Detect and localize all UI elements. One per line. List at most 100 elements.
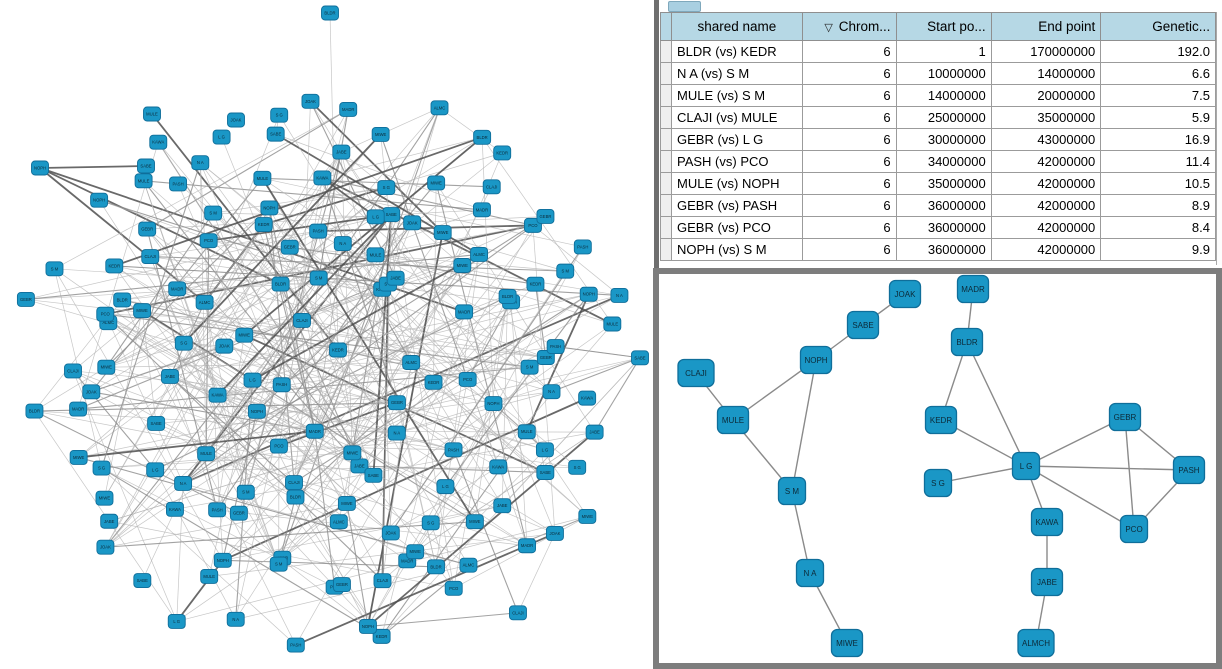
cell[interactable]: 1 (895, 40, 992, 63)
column-header-end-point[interactable]: End point (990, 12, 1102, 41)
network-node[interactable]: MIWE (578, 509, 597, 524)
network-node[interactable]: GEBR (388, 395, 406, 411)
network-node[interactable]: MIWE (69, 449, 88, 465)
cell[interactable]: PASH (vs) PCO (671, 150, 803, 173)
network-node[interactable]: BLDR (113, 292, 132, 308)
network-node[interactable]: SABE (536, 465, 555, 480)
network-node[interactable]: CLAJI (509, 605, 527, 621)
network-node[interactable]: NOPH (799, 345, 833, 375)
cell[interactable]: 43000000 (990, 128, 1102, 151)
network-node[interactable]: L G (146, 462, 165, 478)
network-node[interactable]: MULE (143, 106, 161, 122)
main-network-canvas[interactable]: BLDRKEDRNOPHMULESABEJOAKMADRCLAJIGEBRPAS… (0, 0, 653, 669)
table-row[interactable]: GEBR (vs) PCO 6 36000000 42000000 8.4 (660, 216, 1216, 239)
network-node[interactable]: KEDR (424, 374, 443, 390)
network-node[interactable]: S M (45, 261, 64, 277)
network-node[interactable]: JABE (161, 369, 179, 384)
network-node[interactable]: S M (204, 205, 223, 221)
network-node[interactable]: JABE (386, 270, 405, 286)
network-node[interactable]: MADR (956, 274, 990, 304)
network-node[interactable]: MIWE (371, 126, 390, 142)
network-node[interactable]: N A (191, 155, 210, 171)
network-node[interactable]: JOAK (301, 93, 320, 109)
table-row[interactable]: N A (vs) S M 6 10000000 14000000 6.6 (660, 62, 1216, 85)
network-node[interactable]: NOPH (90, 192, 109, 208)
network-node[interactable]: KAWA (578, 390, 597, 406)
network-node[interactable]: N A (226, 611, 245, 627)
network-node[interactable]: MIWE (433, 225, 452, 241)
network-node[interactable]: ALMC (195, 294, 214, 310)
cell[interactable]: 14000000 (990, 62, 1102, 85)
network-node[interactable]: KEDR (329, 342, 347, 358)
network-node[interactable]: SABE (364, 467, 383, 483)
network-node[interactable]: CLAJI (373, 573, 392, 589)
cell[interactable]: 5.9 (1100, 106, 1216, 129)
network-node[interactable]: MIWE (337, 495, 356, 511)
cell[interactable]: 36000000 (895, 216, 992, 239)
cell[interactable]: 14000000 (895, 84, 992, 107)
network-node[interactable]: L G (366, 209, 385, 225)
network-node[interactable]: JOAK (403, 215, 422, 231)
network-node[interactable]: S M (269, 556, 288, 572)
cell[interactable]: 6 (801, 238, 897, 261)
network-node[interactable]: JABE (585, 424, 604, 440)
column-header-genetic---[interactable]: Genetic... (1100, 12, 1216, 41)
network-node[interactable]: S M (236, 484, 255, 500)
network-node[interactable]: GEBR (16, 291, 35, 307)
network-node[interactable]: JOAK (888, 279, 922, 309)
network-node[interactable]: BLDR (286, 489, 305, 505)
network-node[interactable]: BLDR (473, 129, 492, 145)
network-node[interactable]: CLAJI (293, 312, 311, 328)
network-node[interactable]: PASH (444, 442, 463, 458)
cell[interactable]: 42000000 (990, 150, 1102, 173)
cell[interactable]: 36000000 (895, 194, 992, 217)
network-node[interactable]: KEDR (105, 258, 124, 274)
network-node[interactable]: N A (795, 558, 825, 588)
network-node[interactable]: KEDR (254, 217, 273, 232)
cell[interactable]: 35000000 (895, 172, 992, 195)
network-node[interactable]: KAWA (489, 459, 508, 475)
network-node[interactable]: ALMC (402, 355, 421, 370)
cell[interactable]: GEBR (vs) PASH (671, 194, 803, 217)
network-node[interactable]: KAWA (313, 170, 332, 186)
network-node[interactable]: ALMC (470, 246, 489, 262)
network-node[interactable]: JOAK (215, 338, 234, 354)
network-node[interactable]: L G (436, 479, 455, 495)
network-node[interactable]: JOAK (96, 539, 115, 555)
network-node[interactable]: MIWE (235, 327, 254, 343)
cell[interactable]: 36000000 (895, 238, 992, 261)
cell[interactable]: 6 (801, 62, 897, 85)
network-node[interactable]: PCO (458, 372, 477, 387)
cell[interactable]: 6 (801, 84, 897, 107)
network-node[interactable]: L G (167, 613, 186, 629)
cell[interactable]: 6.6 (1100, 62, 1216, 85)
network-node[interactable]: MADR (455, 304, 474, 320)
network-node[interactable]: KAWA (208, 387, 227, 403)
network-node[interactable]: MIWE (465, 514, 484, 530)
network-node[interactable]: MIWE (95, 490, 114, 506)
cell[interactable]: 42000000 (990, 238, 1102, 261)
column-header-shared-name[interactable]: shared name (671, 12, 803, 41)
network-node[interactable]: NOPH (31, 160, 49, 176)
network-node[interactable]: NOPH (579, 286, 598, 302)
network-node[interactable]: GEBR (1108, 402, 1142, 432)
network-node[interactable]: BLDR (321, 5, 339, 21)
table-scrollbar-thumb[interactable] (668, 1, 701, 12)
network-node[interactable]: S G (421, 515, 440, 531)
network-node[interactable]: MADR (339, 102, 358, 117)
cell[interactable]: 10.5 (1100, 172, 1216, 195)
network-node[interactable]: PASH (546, 339, 565, 355)
network-node[interactable]: NOPH (260, 200, 279, 216)
cell[interactable]: 42000000 (990, 172, 1102, 195)
network-node[interactable]: JOAK (227, 112, 245, 128)
table-vertical-scrollbar[interactable] (1216, 12, 1222, 265)
network-node[interactable]: PASH (573, 239, 592, 255)
network-node[interactable]: ALMCH (1017, 628, 1055, 658)
cell[interactable]: MULE (vs) NOPH (671, 172, 803, 195)
network-node[interactable]: PASH (309, 223, 328, 239)
network-node[interactable]: L G (1011, 451, 1041, 481)
network-node[interactable]: PCO (1119, 514, 1149, 544)
cell[interactable]: CLAJI (vs) MULE (671, 106, 803, 129)
table-row[interactable]: PASH (vs) PCO 6 34000000 42000000 11.4 (660, 150, 1216, 173)
network-node[interactable]: NOPH (484, 396, 503, 412)
